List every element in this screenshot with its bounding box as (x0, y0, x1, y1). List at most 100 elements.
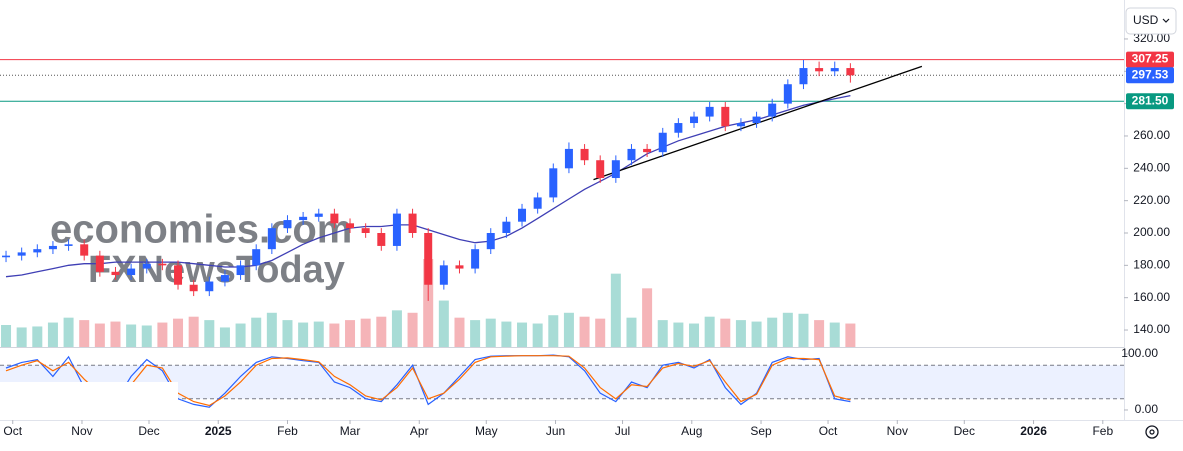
candle-body (48, 245, 57, 250)
volume-bar (126, 324, 137, 347)
candle-body (486, 233, 495, 250)
candle-body (439, 265, 448, 285)
stoch-y-tick-label: 0.00 (1135, 402, 1159, 416)
currency-box[interactable] (1125, 7, 1177, 35)
x-tick-label: Mar (340, 424, 361, 438)
candle-body (799, 68, 808, 85)
watermark: FXNewsToday (88, 249, 345, 291)
volume-bar (282, 320, 293, 347)
x-tick-label: Feb (1092, 424, 1113, 438)
y-tick-label: 260.00 (1133, 128, 1170, 142)
volume-bar (157, 322, 168, 347)
volume-bar (470, 320, 481, 347)
candle-body (220, 275, 229, 282)
candle-body (2, 255, 11, 258)
volume-bar (329, 323, 340, 347)
x-tick-label: Feb (277, 424, 298, 438)
candle-body (705, 106, 714, 117)
x-tick-label: Apr (410, 424, 429, 438)
volume-bar (141, 325, 152, 347)
candle-body (736, 123, 745, 127)
candle-body (643, 148, 652, 153)
candle-body (158, 263, 167, 266)
volume-bar (829, 322, 840, 347)
candle-body (455, 265, 464, 269)
price-badge (1126, 93, 1174, 110)
volume-bar (501, 321, 512, 347)
volume-bar (626, 317, 637, 347)
candle-body (580, 148, 589, 161)
volume-bar (79, 320, 90, 347)
volume-bar (173, 318, 184, 347)
volume-bar (798, 313, 809, 347)
y-tick-label: 200.00 (1133, 225, 1170, 239)
volume-bar (47, 322, 58, 347)
x-tick-label: Oct (819, 424, 838, 438)
candle-body (471, 249, 480, 269)
candle-body (768, 103, 777, 117)
candle-body (283, 220, 292, 229)
candle-body (783, 84, 792, 104)
volume-bar (642, 288, 653, 347)
volume-bar (595, 318, 606, 347)
currency-label[interactable]: USD (1133, 13, 1159, 27)
candle-body (174, 265, 183, 285)
volume-bar (485, 318, 496, 347)
volume-bar (345, 320, 356, 347)
candle-body (627, 148, 636, 161)
volume-bar (235, 323, 246, 347)
volume-bar (391, 310, 402, 347)
currency-button[interactable]: USD (1125, 7, 1177, 35)
price-badge-label: 281.50 (1132, 93, 1169, 107)
gear-ring[interactable] (1145, 425, 1159, 439)
candle-body (189, 284, 198, 292)
y-tick-label: 140.00 (1133, 322, 1170, 336)
gear-hub[interactable] (1149, 429, 1155, 435)
volume-bar (610, 273, 621, 347)
volume-bar (360, 318, 371, 347)
candle-body (658, 132, 667, 153)
x-tick-label: Dec (954, 424, 975, 438)
volume-bar (32, 326, 43, 347)
candle-body (596, 160, 605, 179)
stoch-line (5, 354, 851, 408)
x-tick-label: May (475, 424, 498, 438)
price-badge-label: 307.25 (1132, 52, 1169, 66)
volume-bar (188, 316, 199, 347)
y-tick-label: 240.00 (1133, 160, 1170, 174)
volume-bar (251, 317, 262, 347)
volume-bar (814, 320, 825, 347)
x-tick-label: Oct (3, 424, 22, 438)
currency-caret[interactable] (1162, 18, 1170, 23)
candle-body (205, 281, 214, 292)
volume-bar (204, 320, 215, 347)
volume-bar (517, 322, 528, 347)
candle-body (752, 116, 761, 124)
x-tick-label: Sep (750, 424, 772, 438)
volume-bar (313, 321, 324, 347)
candle-body (33, 249, 42, 253)
candle-body (564, 148, 573, 169)
volume-bar (63, 317, 74, 347)
candle-body (518, 208, 527, 222)
x-tick-label: Nov (71, 424, 92, 438)
candle-body (549, 168, 558, 198)
candle-body (674, 123, 683, 133)
volume-bar (704, 316, 715, 347)
price-badge-label: 297.53 (1132, 67, 1169, 81)
volume-bar (407, 312, 418, 347)
volume-bar (751, 321, 762, 347)
candle-body (111, 271, 120, 276)
volume-bar (735, 320, 746, 347)
watermark: economies.com (50, 208, 352, 252)
x-tick-label: Dec (138, 424, 159, 438)
candle-body (236, 265, 245, 276)
y-tick-label: 160.00 (1133, 290, 1170, 304)
volume-bar (454, 317, 465, 347)
y-tick-label: 320.00 (1133, 31, 1170, 45)
volume-bar (532, 323, 543, 347)
stoch-y-tick-label: 100.00 (1121, 346, 1158, 360)
settings-button[interactable] (1145, 425, 1159, 439)
volume-bar (720, 318, 731, 347)
